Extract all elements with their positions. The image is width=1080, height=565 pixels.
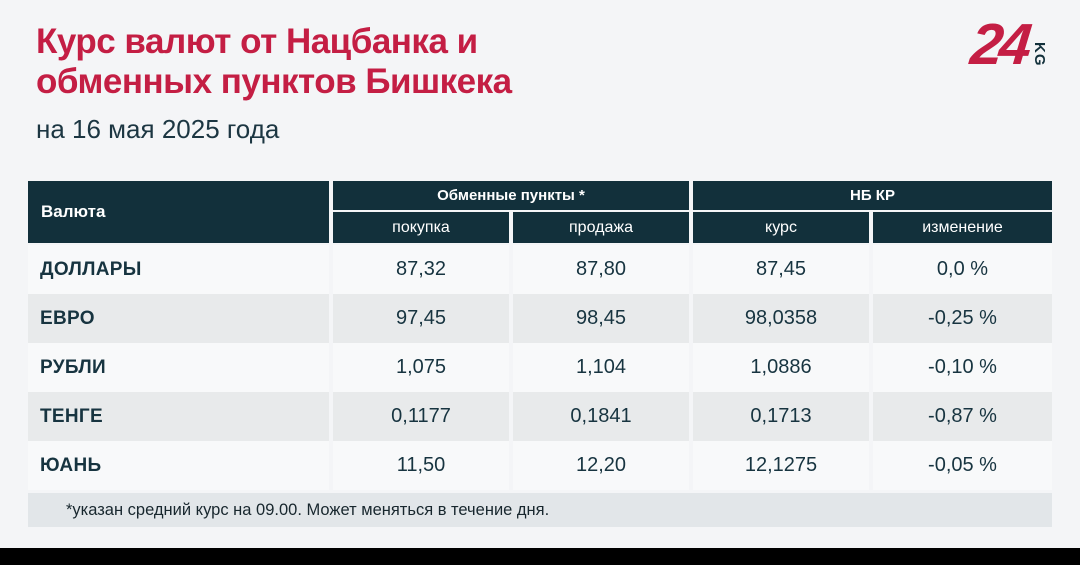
column-header-currency: Валюта bbox=[28, 181, 329, 243]
change-cell: -0,87 % bbox=[873, 392, 1052, 441]
table-row: ДОЛЛАРЫ 87,32 87,80 87,45 0,0 % bbox=[28, 245, 1052, 294]
table-body: ДОЛЛАРЫ 87,32 87,80 87,45 0,0 % ЕВРО 97,45 98,4… bbox=[28, 245, 1052, 490]
currency-cell: ЕВРО bbox=[28, 294, 329, 343]
logo-kg-label: KG bbox=[1031, 41, 1048, 67]
column-header-sell: продажа bbox=[513, 212, 689, 243]
rate-cell: 1,0886 bbox=[693, 343, 869, 392]
column-group-exchange-offices: Обменные пункты * bbox=[333, 181, 689, 210]
change-cell: -0,25 % bbox=[873, 294, 1052, 343]
logo-24-icon: 24 bbox=[968, 12, 1032, 77]
table-header: Валюта Обменные пункты * НБ КР покупка п… bbox=[28, 181, 1052, 243]
rates-table: Валюта Обменные пункты * НБ КР покупка п… bbox=[28, 181, 1052, 527]
currency-cell: ЮАНЬ bbox=[28, 441, 329, 490]
column-header-change: изменение bbox=[873, 212, 1052, 243]
buy-cell: 1,075 bbox=[333, 343, 509, 392]
sell-cell: 87,80 bbox=[513, 245, 689, 294]
currency-cell: РУБЛИ bbox=[28, 343, 329, 392]
change-cell: -0,10 % bbox=[873, 343, 1052, 392]
page-subtitle: на 16 мая 2025 года bbox=[36, 114, 280, 144]
rate-cell: 0,1713 bbox=[693, 392, 869, 441]
bottom-black-bar bbox=[0, 548, 1080, 565]
buy-cell: 97,45 bbox=[333, 294, 509, 343]
table-row: ТЕНГЕ 0,1177 0,1841 0,1713 -0,87 % bbox=[28, 392, 1052, 441]
currency-cell: ТЕНГЕ bbox=[28, 392, 329, 441]
currency-cell: ДОЛЛАРЫ bbox=[28, 245, 329, 294]
buy-cell: 11,50 bbox=[333, 441, 509, 490]
rate-cell: 12,1275 bbox=[693, 441, 869, 490]
table-row: ЕВРО 97,45 98,45 98,0358 -0,25 % bbox=[28, 294, 1052, 343]
sell-cell: 0,1841 bbox=[513, 392, 689, 441]
sell-cell: 98,45 bbox=[513, 294, 689, 343]
rate-cell: 87,45 bbox=[693, 245, 869, 294]
buy-cell: 0,1177 bbox=[333, 392, 509, 441]
buy-cell: 87,32 bbox=[333, 245, 509, 294]
page-title-line-2: обменных пунктов Бишкека bbox=[36, 62, 512, 101]
table-footnote: *указан средний курс на 09.00. Может мен… bbox=[28, 493, 1052, 527]
rate-cell: 98,0358 bbox=[693, 294, 869, 343]
sell-cell: 12,20 bbox=[513, 441, 689, 490]
change-cell: -0,05 % bbox=[873, 441, 1052, 490]
sell-cell: 1,104 bbox=[513, 343, 689, 392]
page-title-line-1: Курс валют от Нацбанка и bbox=[36, 22, 478, 61]
logo-24kg: 24 KG bbox=[968, 12, 1048, 77]
column-group-national-bank: НБ КР bbox=[693, 181, 1052, 210]
table-row: РУБЛИ 1,075 1,104 1,0886 -0,10 % bbox=[28, 343, 1052, 392]
change-cell: 0,0 % bbox=[873, 245, 1052, 294]
page-title: Курс валют от Нацбанка и обменных пункто… bbox=[36, 22, 512, 102]
column-header-buy: покупка bbox=[333, 212, 509, 243]
column-header-rate: курс bbox=[693, 212, 869, 243]
table-row: ЮАНЬ 11,50 12,20 12,1275 -0,05 % bbox=[28, 441, 1052, 490]
